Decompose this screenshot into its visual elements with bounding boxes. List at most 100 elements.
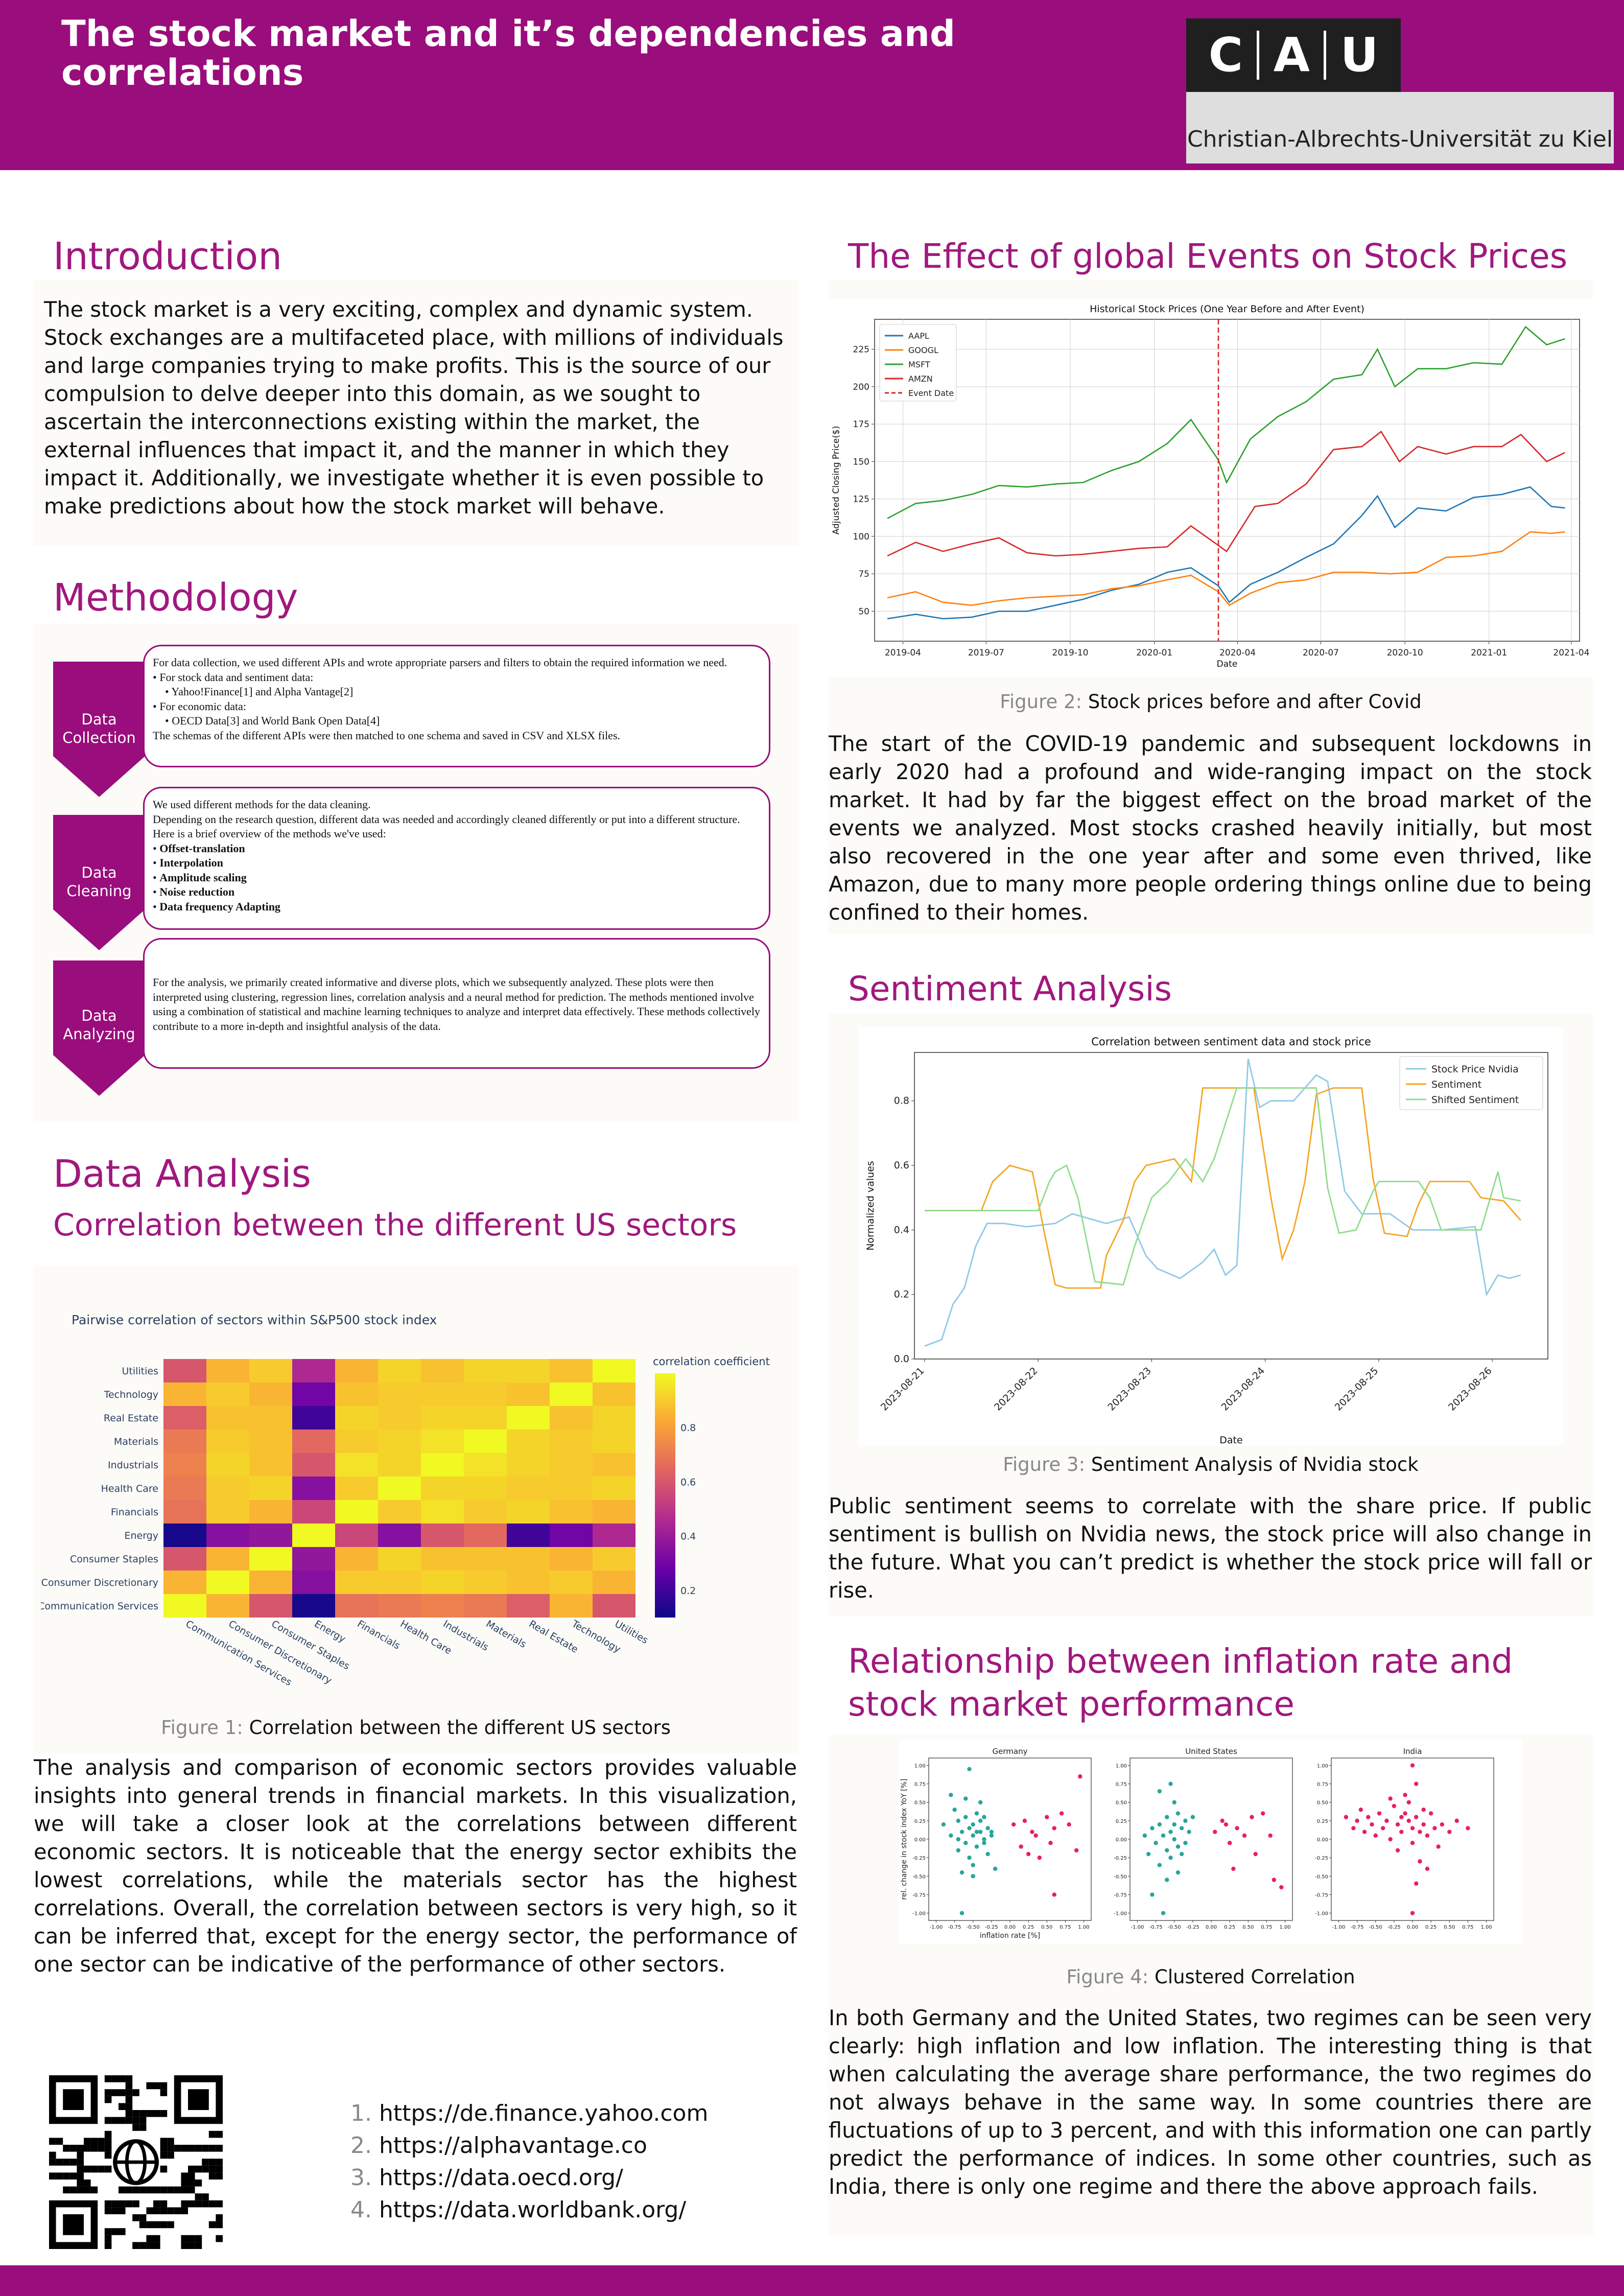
scatter-point [1228, 1841, 1232, 1845]
heatmap-cell [206, 1453, 249, 1477]
y-tick-label: 0.50 [1116, 1800, 1127, 1806]
qr-module [195, 2242, 202, 2249]
heatmap-cell [507, 1359, 550, 1383]
colorbar-tick: 0.8 [680, 1422, 696, 1434]
qr-module [153, 2082, 160, 2090]
heatmap-col-label: Utilities [613, 1618, 650, 1646]
heatmap-row-label: Energy [124, 1530, 158, 1541]
scatter-point [1165, 1878, 1169, 1882]
x-tick-label: 0.50 [1041, 1925, 1052, 1930]
qr-module [70, 2159, 77, 2166]
heatmap-cell [507, 1477, 550, 1500]
qr-module [160, 2089, 168, 2096]
logo-separator [1324, 31, 1326, 80]
reference-item[interactable]: 3. https://data.oecd.org/ [350, 2162, 708, 2194]
y-tick-label: 200 [853, 382, 869, 392]
stock-prices-chart: 50751001251501752002252019-04 2019-07 2019… [828, 299, 1594, 677]
scatter-point [993, 1867, 997, 1871]
x-tick-label: 0.00 [1004, 1925, 1016, 1930]
scatter-point [963, 1815, 968, 1819]
scatter-point [1418, 1859, 1422, 1863]
qr-module [174, 2207, 181, 2214]
inflation-scatter-chart: Germany-1.00-1.00-0.75-0.75-0.50-0.50-0.… [899, 1740, 1522, 1944]
scatter-point [1011, 1822, 1016, 1826]
qr-module [119, 2207, 126, 2214]
heatmap-cell [421, 1547, 464, 1571]
qr-module [126, 2075, 133, 2082]
heatmap-cell [163, 1383, 206, 1406]
cleaning-line: We used different methods for the data c… [153, 798, 761, 812]
y-tick-label: 0.25 [1317, 1819, 1328, 1824]
qr-code[interactable] [49, 2075, 223, 2249]
caption-text: Correlation between the different US sec… [249, 1717, 671, 1739]
heatmap-cell [464, 1571, 507, 1594]
qr-module [132, 2242, 139, 2249]
university-name: Christian-Albrechts-Universität zu Kiel [1187, 126, 1613, 152]
qr-module [49, 2172, 56, 2180]
scatter-panel [1331, 1758, 1494, 1920]
y-axis-label: Adjusted Closing Price($) [831, 426, 841, 535]
reference-item[interactable]: 1. https://de.finance.yahoo.com [350, 2097, 708, 2129]
qr-module [132, 2214, 139, 2221]
scatter-point [1168, 1782, 1172, 1786]
heatmap-cell [206, 1383, 249, 1406]
heatmap-cell [464, 1477, 507, 1500]
scatter-point [960, 1911, 964, 1915]
y-tick-label: 0.75 [1116, 1782, 1127, 1788]
heatmap-cell [206, 1547, 249, 1571]
scatter-point [1220, 1819, 1224, 1823]
qr-module [126, 2103, 133, 2110]
qr-module [181, 2145, 188, 2152]
heatmap-cell [550, 1547, 593, 1571]
qr-module [132, 2187, 139, 2194]
scatter-point [1351, 1826, 1355, 1830]
heatmap-cell [335, 1430, 378, 1453]
qr-module [153, 2200, 160, 2208]
scatter-point [990, 1834, 994, 1838]
qr-module [105, 2228, 112, 2235]
y-tick-label: -0.25 [1315, 1856, 1328, 1861]
y-tick-label: 0.50 [1317, 1800, 1328, 1806]
qr-module [105, 2242, 112, 2249]
scatter-point [1158, 1789, 1162, 1793]
scatter-point [1242, 1834, 1246, 1838]
x-axis-label: Date [1217, 659, 1238, 669]
scatter-point [1425, 1834, 1429, 1838]
scatter-point [985, 1852, 990, 1856]
figure1-caption: Figure 1: Correlation between the differ… [33, 1717, 799, 1739]
qr-module [56, 2138, 63, 2145]
heatmap-cell [550, 1406, 593, 1430]
scatter-point [1213, 1830, 1217, 1834]
qr-module [209, 2166, 216, 2173]
scatter-point [1048, 1841, 1052, 1845]
y-tick-label: -0.50 [912, 1874, 926, 1880]
qr-module [126, 2200, 133, 2208]
x-tick-label: 0.00 [1407, 1925, 1418, 1930]
qr-module [209, 2145, 216, 2152]
figure4-caption: Figure 4: Clustered Correlation [828, 1966, 1594, 1988]
x-tick-label: 2023-08-24 [1219, 1365, 1267, 1413]
qr-module [146, 2110, 153, 2117]
heatmap-cell [206, 1571, 249, 1594]
heatmap-cell [507, 1430, 550, 1453]
qr-module [77, 2180, 84, 2187]
qr-module [181, 2180, 188, 2187]
heatmap-cell [292, 1524, 335, 1547]
qr-module [111, 2117, 119, 2124]
scatter-point [1165, 1815, 1169, 1819]
figure-label: Figure 4: [1066, 1966, 1148, 1988]
reference-item[interactable]: 4. https://data.worldbank.org/ [350, 2194, 708, 2226]
qr-module [195, 2235, 202, 2242]
reference-item[interactable]: 2. https://alphavantage.co [350, 2129, 708, 2162]
scatter-point [975, 1844, 979, 1848]
global-events-text: The start of the COVID-19 pandemic and s… [829, 730, 1592, 926]
heatmap-cell [507, 1524, 550, 1547]
sentiment-heading: Sentiment Analysis [848, 969, 1172, 1010]
heatmap-cell [464, 1406, 507, 1430]
methodology-heading: Methodology [53, 577, 298, 618]
qr-module [188, 2242, 195, 2249]
scatter-point [978, 1830, 982, 1834]
qr-module [202, 2145, 209, 2152]
scatter-point [1052, 1826, 1056, 1830]
heatmap-row-label: Real Estate [104, 1413, 158, 1424]
